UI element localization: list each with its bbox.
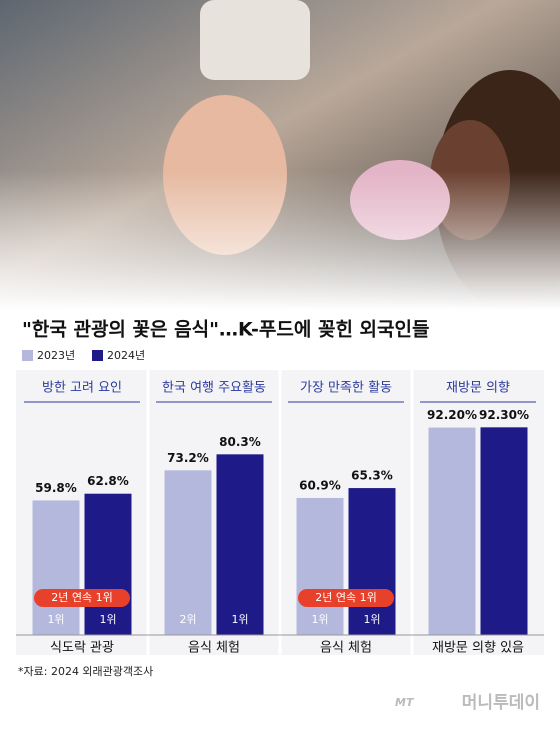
badge-label: 2년 연속 1위 <box>51 591 112 604</box>
title: "한국 관광의 꽃은 음식"…K-푸드에 꽂힌 외국인들 <box>22 319 429 341</box>
logo-mark: MT <box>395 696 415 709</box>
x-tick-label: 음식 체험 <box>188 641 240 656</box>
photo <box>0 0 560 310</box>
group-title: 재방문 의향 <box>446 381 510 396</box>
bar <box>84 493 132 635</box>
bar <box>32 500 80 635</box>
value-label: 80.3% <box>219 435 261 449</box>
rank-label: 1위 <box>231 613 248 626</box>
legend-swatch <box>22 350 33 361</box>
rank-label: 1위 <box>47 613 64 626</box>
bar <box>296 497 344 635</box>
credit: 머니투데이 <box>462 693 540 713</box>
bar <box>348 488 396 635</box>
bar <box>428 427 476 635</box>
value-label: 73.2% <box>167 451 209 465</box>
value-label: 65.3% <box>351 469 393 483</box>
legend-label: 2024년 <box>107 349 145 362</box>
group-title: 가장 만족한 활동 <box>300 381 392 396</box>
x-tick-label: 음식 체험 <box>320 641 372 656</box>
rank-label: 1위 <box>311 613 328 626</box>
legend-swatch <box>92 350 103 361</box>
bar <box>216 454 264 635</box>
value-label: 92.30% <box>479 408 529 422</box>
x-tick-label: 식도락 관광 <box>50 641 114 656</box>
legend: 2023년 2024년 <box>22 349 145 362</box>
badge <box>298 589 394 607</box>
legend-label: 2023년 <box>37 349 75 362</box>
rank-label: 1위 <box>363 613 380 626</box>
source: *자료: 2024 외래관광객조사 <box>18 665 153 678</box>
badge-label: 2년 연속 1위 <box>315 591 376 604</box>
value-label: 60.9% <box>299 478 341 492</box>
rank-label: 1위 <box>99 613 116 626</box>
group-title: 한국 여행 주요활동 <box>162 380 266 396</box>
rank-label: 2위 <box>179 613 196 626</box>
value-label: 62.8% <box>87 474 129 488</box>
bar <box>164 470 212 635</box>
value-label: 92.20% <box>427 408 477 422</box>
value-label: 59.8% <box>35 481 77 495</box>
bar <box>480 427 528 635</box>
x-tick-label: 재방문 의향 있음 <box>432 641 524 656</box>
badge <box>34 589 130 607</box>
group-title: 방한 고려 요인 <box>42 381 122 396</box>
